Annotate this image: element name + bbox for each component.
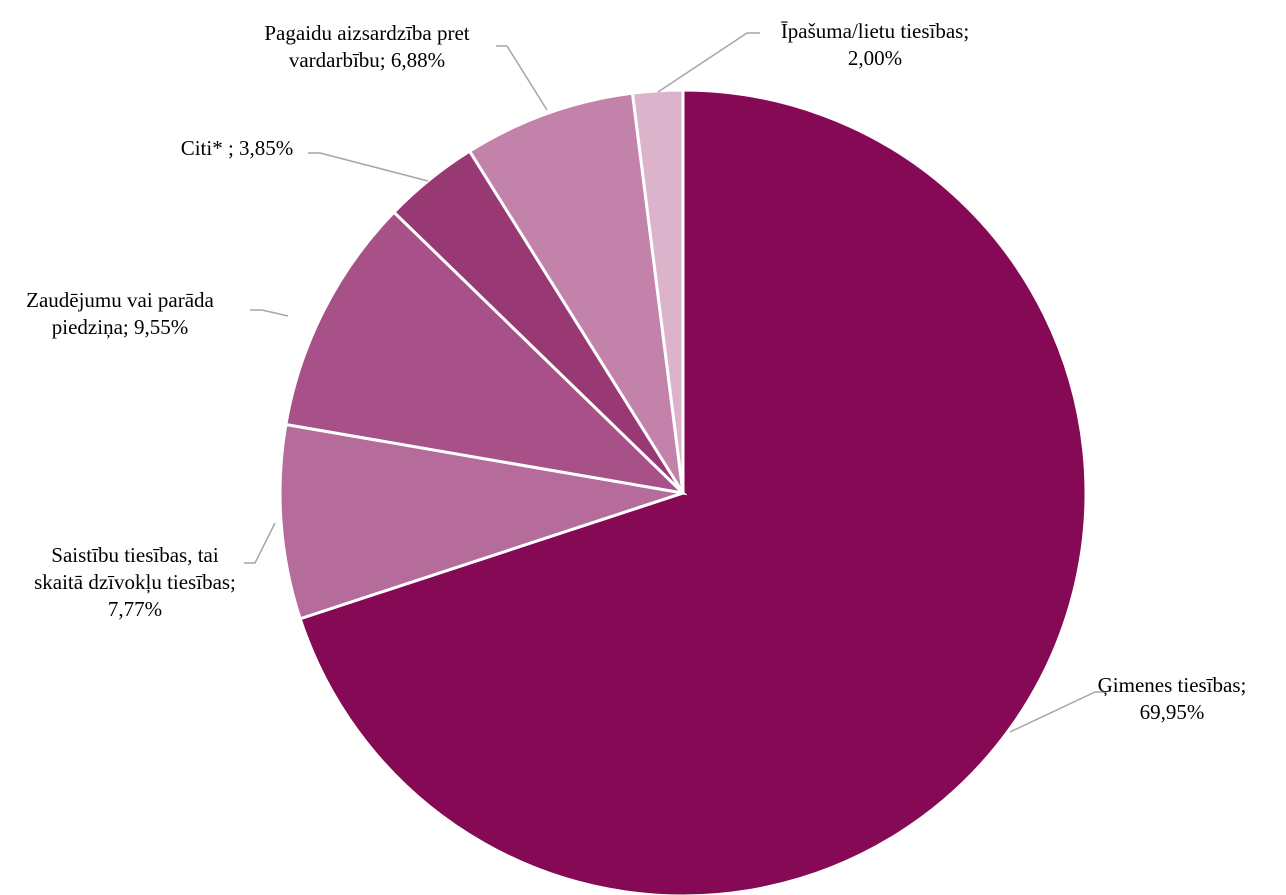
leader-line-zaudejumu-vai-parada-piedzina <box>250 309 289 317</box>
leader-line-ipasuma-lietu-tiesibas <box>657 32 760 93</box>
leader-lines-layer <box>244 32 1106 733</box>
data-label-line: 2,00% <box>848 46 902 70</box>
leader-line-pagaidu-aizsardziba-pret-vardarbibu <box>496 45 548 111</box>
pie-slice-saistibu-tiesibas-tai-skaita-dzivoklu-tiesibas <box>278 422 684 621</box>
data-label-line: vardarbību; 6,88% <box>289 48 445 72</box>
data-label-line: skaitā dzīvokļu tiesības; <box>34 570 236 594</box>
data-label-citi: Citi* ; 3,85% <box>181 136 294 160</box>
pie-slice-zaudejumu-vai-parada-piedzina <box>284 210 688 496</box>
data-label-line: Saistību tiesības, tai <box>51 543 219 567</box>
data-label-line: 7,77% <box>108 597 162 621</box>
leader-line-saistibu-tiesibas-tai-skaita-dzivoklu-tiesibas <box>244 522 276 564</box>
data-label-zaudejumu-vai-parada-piedzina: Zaudējumu vai parāda piedziņa; 9,55% <box>26 288 214 339</box>
data-label-line: Īpašuma/lietu tiesības; <box>781 19 969 43</box>
data-label-ipasuma-lietu-tiesibas: Īpašuma/lietu tiesības; 2,00% <box>781 19 969 70</box>
data-label-line: Zaudējumu vai parāda <box>26 288 214 312</box>
data-label-line: Ģimenes tiesības; <box>1098 673 1247 697</box>
data-label-line: piedziņa; 9,55% <box>52 315 188 339</box>
pie-slice-pagaidu-aizsardziba-pret-vardarbibu <box>467 91 685 494</box>
labels-layer: Ģimenes tiesības; 69,95% Saistību tiesības… <box>26 19 1246 724</box>
data-label-gimenes-tiesibas: Ģimenes tiesības; 69,95% <box>1098 673 1247 724</box>
data-label-saistibu-tiesibas-tai-skaita-dzivoklu-tiesibas: Saistību tiesības, tai skaitā dzīvokļu ti… <box>34 543 236 621</box>
data-label-pagaidu-aizsardziba-pret-vardarbibu: Pagaidu aizsardzība pret vardarbību; 6,88… <box>264 21 469 72</box>
leader-line-citi <box>308 152 429 182</box>
pie-slice-gimenes-tiesibas <box>298 88 1088 895</box>
pie-slice-ipasuma-lietu-tiesibas <box>630 88 685 494</box>
data-label-line: Citi* ; 3,85% <box>181 136 294 160</box>
slices-layer <box>278 88 1088 895</box>
data-label-line: 69,95% <box>1140 700 1205 724</box>
data-label-line: Pagaidu aizsardzība pret <box>264 21 469 45</box>
leader-line-gimenes-tiesibas <box>1009 691 1106 733</box>
